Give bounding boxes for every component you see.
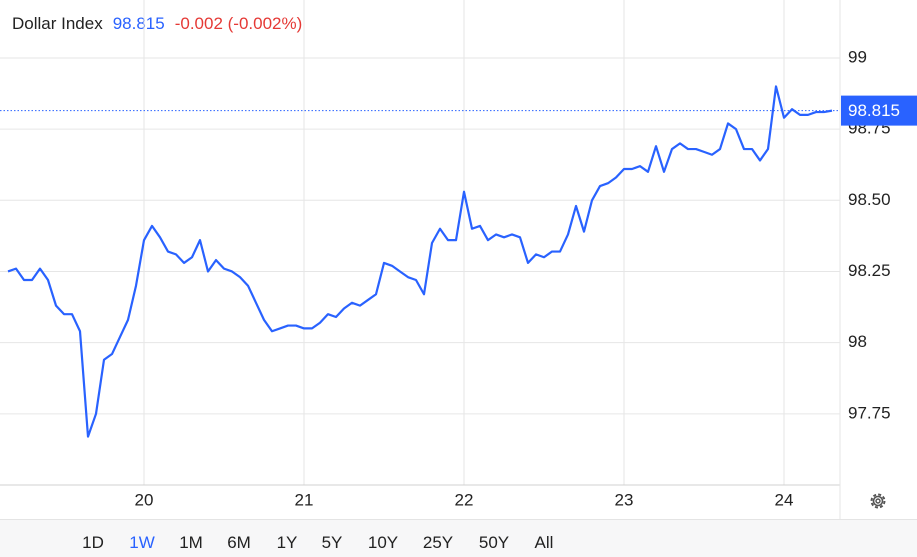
- x-tick-label: 22: [455, 490, 474, 509]
- header: Dollar Index 98.815 -0.002 (-0.002%): [12, 14, 312, 34]
- range-button[interactable]: 1M: [179, 533, 203, 552]
- range-button[interactable]: 5Y: [321, 533, 343, 552]
- range-button[interactable]: 1Y: [276, 533, 298, 552]
- last-price-tag-bg: [841, 95, 917, 126]
- x-tick-label: 21: [295, 490, 314, 509]
- last-price-tag: 98.815: [848, 101, 900, 120]
- y-tick-label: 97.75: [848, 403, 891, 422]
- settings-icon[interactable]: [870, 493, 886, 509]
- last-price: 98.815: [112, 14, 165, 33]
- y-tick-label: 98.25: [848, 261, 891, 280]
- range-bar: 1D 1W 1M 6M 1Y 5Y 10Y 25Y 50Y All: [0, 519, 917, 557]
- price-change: -0.002 (-0.002%): [174, 14, 303, 33]
- instrument-name: Dollar Index: [12, 14, 103, 33]
- x-tick-label: 24: [775, 490, 794, 509]
- x-tick-label: 23: [615, 490, 634, 509]
- price-line: [7, 85, 833, 438]
- range-button[interactable]: All: [534, 533, 554, 552]
- range-button[interactable]: 50Y: [478, 533, 510, 552]
- y-tick-label: 98: [848, 332, 867, 351]
- y-tick-label: 98.50: [848, 190, 891, 209]
- range-button[interactable]: 10Y: [367, 533, 399, 552]
- range-button[interactable]: 1W: [129, 533, 155, 552]
- range-button[interactable]: 6M: [227, 533, 251, 552]
- range-button[interactable]: 1D: [82, 533, 104, 552]
- y-tick-label: 99: [848, 47, 867, 66]
- x-tick-label: 20: [135, 490, 154, 509]
- range-button[interactable]: 25Y: [422, 533, 454, 552]
